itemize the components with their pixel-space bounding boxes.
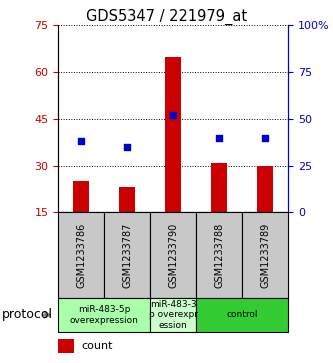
Text: GSM1233788: GSM1233788 (214, 223, 224, 287)
Point (170, 112, 176, 118)
Point (125, 144, 130, 150)
Point (216, 135, 222, 140)
Bar (104, 212, 150, 298)
Bar (257, 166, 273, 259)
Text: miR-483-3
p overexpr
ession: miR-483-3 p overexpr ession (149, 300, 198, 330)
Bar (211, 163, 227, 259)
Text: GSM1233790: GSM1233790 (168, 223, 178, 287)
Bar (119, 187, 135, 259)
Bar (196, 212, 242, 298)
Bar (196, 298, 288, 332)
Bar (58, 339, 74, 353)
Text: GSM1233786: GSM1233786 (76, 223, 86, 287)
Text: GSM1233789: GSM1233789 (260, 223, 270, 287)
Text: miR-483-5p
overexpression: miR-483-5p overexpression (70, 305, 139, 325)
Bar (150, 212, 196, 298)
Text: control: control (226, 310, 258, 319)
Bar (242, 212, 288, 298)
Text: GDS5347 / 221979_at: GDS5347 / 221979_at (86, 9, 247, 25)
Bar (73, 181, 89, 259)
Text: count: count (81, 341, 113, 351)
Bar (165, 57, 181, 259)
Bar (58, 298, 150, 332)
Bar (58, 212, 104, 298)
Text: GSM1233787: GSM1233787 (122, 222, 132, 288)
Text: protocol: protocol (2, 309, 53, 321)
Point (262, 135, 268, 140)
Bar (150, 298, 196, 332)
Point (79, 138, 84, 144)
